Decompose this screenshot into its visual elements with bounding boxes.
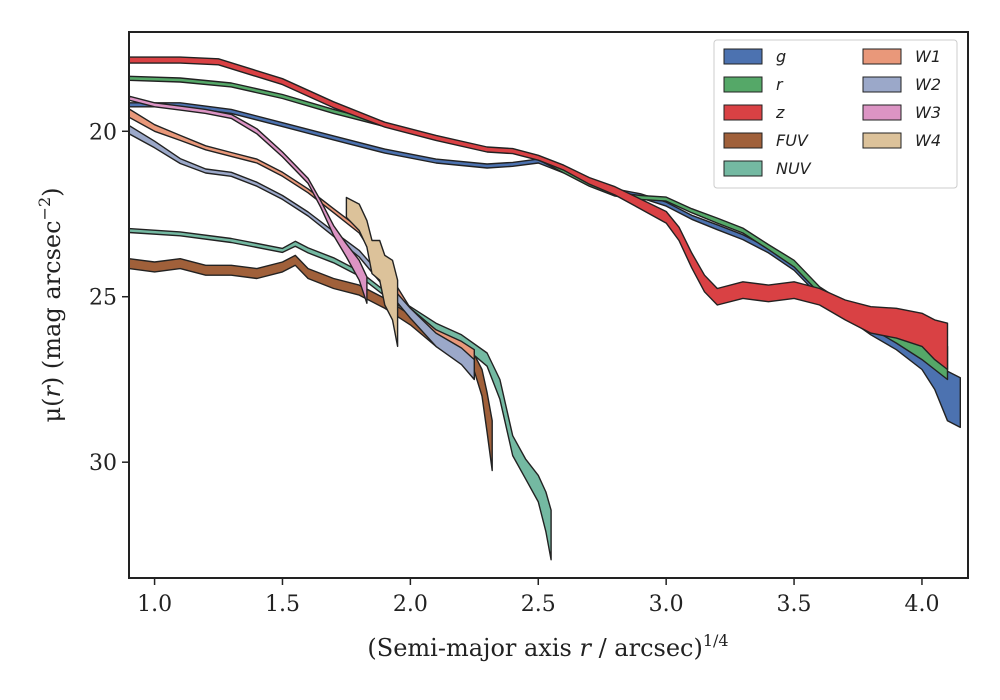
y-axis-ticks: 20 25 30 [89, 120, 129, 476]
series-band-z [129, 56, 949, 371]
y-axis-label: μ(r) (mag arcsec−2) [35, 187, 66, 422]
y-tick-label: 20 [89, 120, 117, 145]
legend-swatch-w2 [862, 76, 902, 93]
legend-swatch-nuv [723, 160, 763, 177]
x-tick-label: 4.0 [904, 592, 939, 617]
x-tick-label: 1.5 [265, 592, 300, 617]
legend-label-fuv: FUV [776, 131, 809, 150]
legend-swatch-fuv [723, 132, 763, 149]
x-tick-label: 3.5 [777, 592, 812, 617]
legend-label-g: g [776, 47, 786, 66]
x-axis-ticks: 1.0 1.5 2.0 2.5 3.0 3.5 4.0 [137, 578, 939, 617]
legend-label-w4: W4 [915, 131, 941, 150]
y-axis-label-exp: −2 [35, 197, 54, 221]
x-axis-label: (Semi-major axis r / arcsec)1/4 [367, 631, 728, 662]
series-band-w4 [345, 196, 399, 348]
x-tick-label: 1.0 [137, 592, 172, 617]
legend-swatch-g [723, 48, 763, 65]
y-tick-label: 30 [89, 451, 117, 476]
series-band-w3 [129, 95, 368, 304]
series-band-fuv [129, 254, 493, 472]
legend-swatch-r [723, 76, 763, 93]
legend-label-z: z [775, 103, 785, 122]
series-band-w2 [129, 124, 475, 381]
y-tick-label: 25 [89, 286, 117, 311]
legend-label-nuv: NUV [776, 159, 812, 178]
series-band-nuv [129, 227, 552, 561]
legend-label-w1: W1 [915, 47, 941, 66]
legend-label-r: r [776, 75, 784, 94]
plot-frame [128, 31, 969, 579]
legend-label-w3: W3 [915, 103, 941, 122]
legend: grz FUV NUV W1 W2 W3 W4 [713, 39, 958, 189]
y-axis-label-var: r [38, 385, 66, 398]
legend-swatch-w4 [862, 132, 902, 149]
x-axis-label-exp: 1/4 [703, 631, 729, 650]
x-tick-label: 3.0 [649, 592, 684, 617]
x-tick-label: 2.0 [393, 592, 428, 617]
legend-swatch-w1 [862, 48, 902, 65]
legend-swatch-z [723, 104, 763, 121]
legend-swatch-w3 [862, 104, 902, 121]
series-bands [129, 56, 961, 561]
x-tick-label: 2.5 [521, 592, 556, 617]
legend-label-w2: W2 [915, 75, 941, 94]
x-axis-label-var: r [579, 634, 592, 662]
